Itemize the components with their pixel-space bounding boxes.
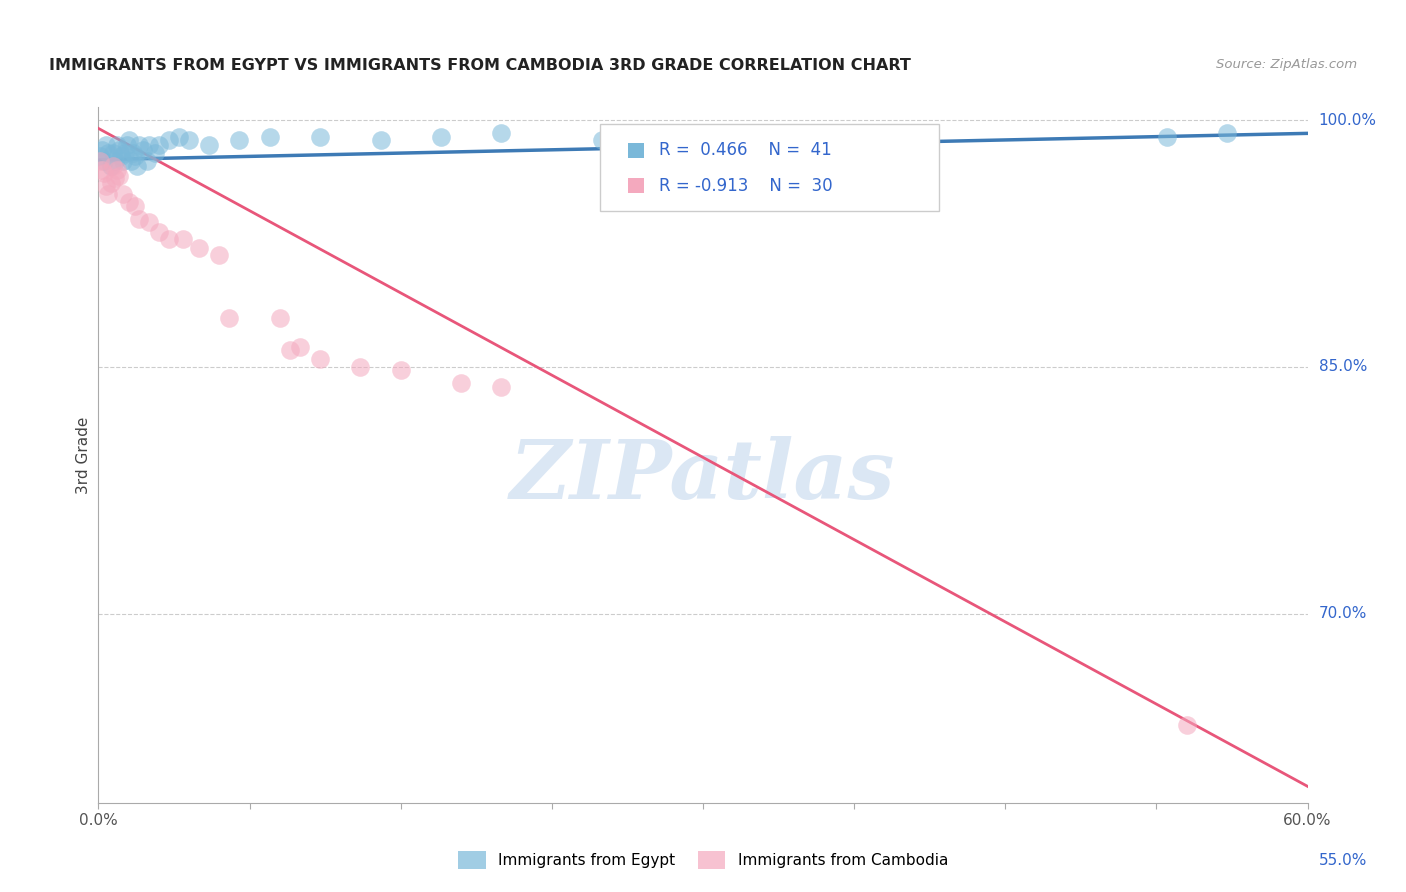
Point <box>107 169 129 183</box>
Point <box>124 149 146 163</box>
Point <box>118 133 141 147</box>
Text: 55.0%: 55.0% <box>1319 853 1367 868</box>
Point <box>733 137 755 152</box>
Point <box>288 340 311 354</box>
Text: Source: ZipAtlas.com: Source: ZipAtlas.com <box>1216 58 1357 71</box>
Text: ZIPatlas: ZIPatlas <box>510 436 896 516</box>
Legend: Immigrants from Egypt, Immigrants from Cambodia: Immigrants from Egypt, Immigrants from C… <box>451 846 955 875</box>
Point <box>1175 718 1198 732</box>
Point <box>177 133 201 147</box>
Point <box>853 133 876 147</box>
Point <box>157 133 180 147</box>
Point <box>115 137 138 152</box>
Point <box>125 159 148 173</box>
Point <box>128 211 150 226</box>
Point <box>208 248 231 262</box>
Point <box>1156 129 1178 144</box>
Point <box>128 137 150 152</box>
Point <box>349 359 371 374</box>
Point <box>89 149 111 163</box>
Point <box>120 154 142 169</box>
Point <box>143 146 166 161</box>
Point <box>96 137 118 152</box>
Point <box>103 170 125 185</box>
FancyBboxPatch shape <box>600 124 939 211</box>
Point <box>101 159 124 173</box>
Point <box>135 154 157 169</box>
Y-axis label: 3rd Grade: 3rd Grade <box>76 417 91 493</box>
Point <box>93 154 115 169</box>
Point <box>491 379 513 393</box>
Point <box>430 129 453 144</box>
Text: 100.0%: 100.0% <box>1319 112 1376 128</box>
FancyBboxPatch shape <box>628 143 644 158</box>
Point <box>138 215 160 229</box>
Point <box>309 129 332 144</box>
Point <box>491 127 513 141</box>
Point <box>111 187 134 202</box>
Point <box>105 137 128 152</box>
Point <box>148 137 170 152</box>
Point <box>148 225 170 239</box>
Point <box>110 149 132 163</box>
Point <box>107 143 129 157</box>
Point <box>100 159 122 173</box>
Point <box>100 176 122 190</box>
Point <box>91 143 114 157</box>
Text: 85.0%: 85.0% <box>1319 359 1367 375</box>
Point <box>101 146 124 161</box>
Point <box>269 310 291 325</box>
Text: R = -0.913    N =  30: R = -0.913 N = 30 <box>658 177 832 194</box>
Point <box>450 376 472 391</box>
Point <box>188 242 211 256</box>
Point <box>97 187 120 202</box>
Point <box>259 129 281 144</box>
Point <box>591 133 613 147</box>
Point <box>167 129 190 144</box>
Point <box>103 154 125 169</box>
Text: IMMIGRANTS FROM EGYPT VS IMMIGRANTS FROM CAMBODIA 3RD GRADE CORRELATION CHART: IMMIGRANTS FROM EGYPT VS IMMIGRANTS FROM… <box>49 58 911 73</box>
Point <box>93 166 115 180</box>
Point <box>370 133 392 147</box>
Point <box>309 351 332 366</box>
Point <box>132 143 155 157</box>
Point <box>389 363 412 377</box>
Point <box>121 146 143 161</box>
Point <box>111 154 134 169</box>
Point <box>118 195 141 210</box>
Point <box>91 162 114 177</box>
Point <box>138 137 160 152</box>
Point <box>114 146 136 161</box>
Point <box>124 199 146 213</box>
Point <box>172 232 194 246</box>
Point <box>218 310 240 325</box>
FancyBboxPatch shape <box>628 178 644 194</box>
Point <box>96 179 118 194</box>
Text: 70.0%: 70.0% <box>1319 607 1367 621</box>
Point <box>157 232 180 246</box>
Point <box>278 343 301 358</box>
Point <box>1216 127 1239 141</box>
Point <box>228 133 250 147</box>
Point <box>105 162 128 177</box>
Point <box>692 129 714 144</box>
Point <box>89 154 111 169</box>
Point <box>198 137 221 152</box>
Point <box>97 146 120 161</box>
Text: R =  0.466    N =  41: R = 0.466 N = 41 <box>658 141 831 160</box>
